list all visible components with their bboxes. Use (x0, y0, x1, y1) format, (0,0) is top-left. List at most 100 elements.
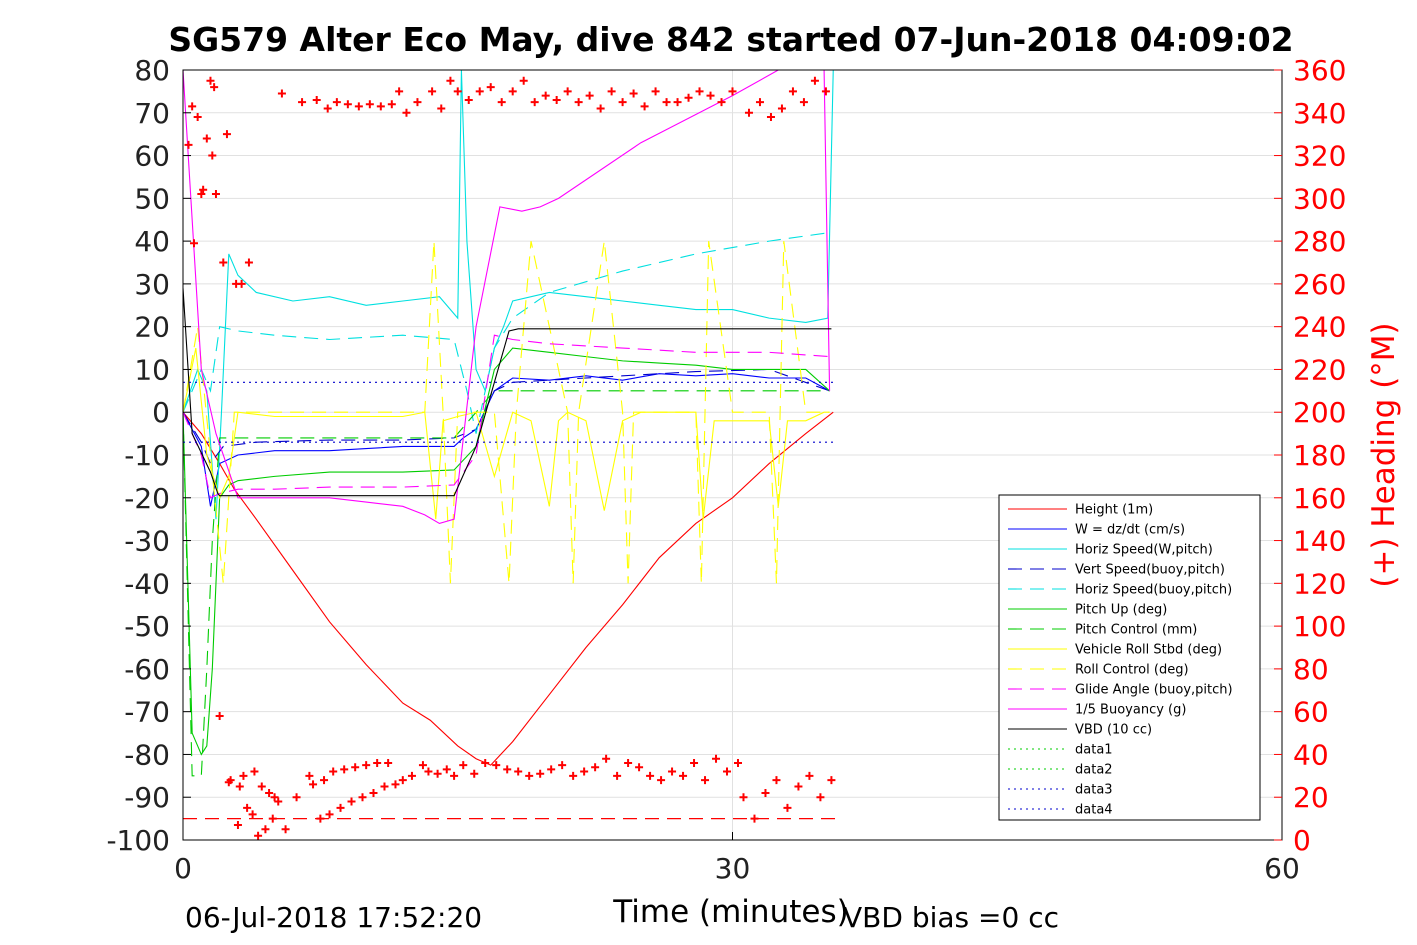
heading-marker-134 (783, 803, 792, 812)
heading-marker-88 (530, 98, 539, 107)
y2-tick-label-17: 20 (1293, 781, 1329, 814)
heading-marker-25 (254, 831, 263, 840)
heading-marker-72 (446, 76, 455, 85)
legend-label-w-dz-dt-cm-s: W = dz/dt (cm/s) (1075, 523, 1185, 538)
heading-marker-57 (380, 782, 389, 791)
heading-marker-28 (265, 788, 274, 797)
heading-marker-7 (206, 76, 215, 85)
legend-label-horiz-speed-w-pitch: Horiz Speed(W,pitch) (1075, 543, 1213, 558)
y-tick-label-4: 40 (134, 225, 170, 258)
y2-tick-label-7: 220 (1293, 353, 1346, 386)
heading-marker-76 (464, 95, 473, 104)
x-axis-label: Time (minutes) (612, 894, 848, 930)
heading-marker-37 (309, 780, 318, 789)
heading-marker-51 (358, 793, 367, 802)
heading-marker-27 (261, 825, 270, 834)
heading-marker-61 (395, 87, 404, 96)
heading-marker-117 (690, 759, 699, 767)
y2-tick-label-4: 280 (1293, 225, 1346, 258)
y-tick-label-9: -10 (124, 439, 170, 472)
heading-marker-18 (235, 782, 244, 791)
y2-tick-label-8: 200 (1293, 396, 1346, 429)
series-line-horiz-speed-buoy-pitch (183, 232, 830, 434)
heading-marker-80 (486, 83, 495, 92)
heading-marker-93 (558, 761, 567, 770)
heading-marker-65 (413, 98, 422, 107)
heading-marker-69 (433, 769, 442, 778)
y-tick-label-14: -60 (124, 653, 170, 686)
legend-label-vert-speed-buoy-pitch: Vert Speed(buoy,pitch) (1075, 563, 1225, 578)
heading-marker-111 (657, 776, 666, 785)
y-tick-label-3: 50 (134, 182, 170, 215)
heading-marker-56 (376, 102, 385, 111)
heading-marker-138 (805, 771, 814, 780)
series-line-horiz-speed-w-pitch (183, 70, 834, 520)
heading-marker-33 (281, 825, 290, 834)
heading-marker-8 (208, 151, 217, 160)
heading-marker-141 (821, 87, 830, 96)
heading-marker-132 (772, 776, 781, 785)
heading-marker-95 (569, 771, 578, 780)
series-line-pitch-up-deg (183, 347, 830, 756)
heading-marker-5 (199, 185, 208, 194)
y2-tick-label-13: 100 (1293, 610, 1346, 643)
heading-marker-81 (492, 761, 501, 770)
series-line-1-5-buoyancy-g (183, 70, 831, 525)
heading-marker-60 (391, 780, 400, 789)
heading-marker-75 (459, 761, 468, 770)
heading-marker-97 (580, 767, 589, 776)
heading-marker-101 (602, 754, 611, 763)
legend-label-data3: data3 (1075, 783, 1113, 798)
legend: Height (1m) W = dz/dt (cm/s) Horiz Speed(W… (998, 494, 1261, 821)
heading-marker-90 (541, 91, 550, 100)
heading-marker-102 (607, 87, 616, 96)
heading-marker-106 (629, 89, 638, 98)
y-tick-label-8: 0 (152, 396, 170, 429)
heading-marker-119 (701, 776, 710, 785)
heading-marker-124 (728, 87, 737, 96)
heading-marker-87 (525, 771, 534, 780)
heading-marker-94 (563, 87, 572, 96)
legend-label-vbd-10-cc: VBD (10 cc) (1075, 723, 1152, 738)
heading-marker-121 (712, 754, 721, 763)
heading-marker-4 (197, 190, 206, 199)
left-y-axis: 80 70 60 50 40 30 20 10 0 -10 -20 -30 -40 -50 -60 -70 -8… (106, 54, 191, 857)
heading-marker-130 (761, 788, 770, 797)
series-line-height-1m (183, 411, 834, 766)
heading-marker-58 (384, 759, 393, 767)
y2-tick-label-2: 320 (1293, 140, 1346, 173)
heading-marker-92 (552, 95, 561, 104)
heading-marker-139 (810, 76, 819, 85)
heading-marker-49 (351, 763, 360, 772)
heading-marker-39 (316, 814, 325, 823)
y2-tick-label-9: 180 (1293, 439, 1346, 472)
timestamp-footer: 06-Jul-2018 17:52:20 (185, 901, 482, 934)
heading-marker-34 (292, 793, 301, 802)
heading-marker-115 (679, 771, 688, 780)
heading-marker-77 (470, 769, 479, 778)
heading-marker-54 (369, 788, 378, 797)
heading-marker-105 (624, 759, 633, 767)
heading-marker-22 (244, 258, 253, 267)
heading-marker-91 (547, 765, 556, 774)
legend-label-data4: data4 (1075, 803, 1113, 818)
heading-marker-42 (325, 810, 334, 819)
heading-marker-13 (222, 130, 231, 139)
x-tick-label-0: 0 (174, 852, 192, 885)
legend-label-height-1m: Height (1m) (1075, 503, 1153, 518)
heading-marker-125 (733, 759, 742, 767)
y2-tick-label-14: 80 (1293, 653, 1329, 686)
y-tick-label-5: 30 (134, 268, 170, 301)
heading-marker-46 (340, 765, 349, 774)
y-tick-label-17: -90 (124, 781, 170, 814)
heading-marker-59 (387, 100, 396, 109)
heading-marker-67 (424, 767, 433, 776)
heading-marker-136 (794, 782, 803, 791)
heading-marker-122 (717, 98, 726, 107)
heading-marker-73 (450, 771, 459, 780)
heading-marker-109 (646, 771, 655, 780)
heading-marker-15 (226, 776, 235, 785)
legend-label-pitch-up-deg: Pitch Up (deg) (1075, 603, 1167, 618)
heading-marker-6 (202, 134, 211, 143)
heading-marker-104 (618, 98, 627, 107)
